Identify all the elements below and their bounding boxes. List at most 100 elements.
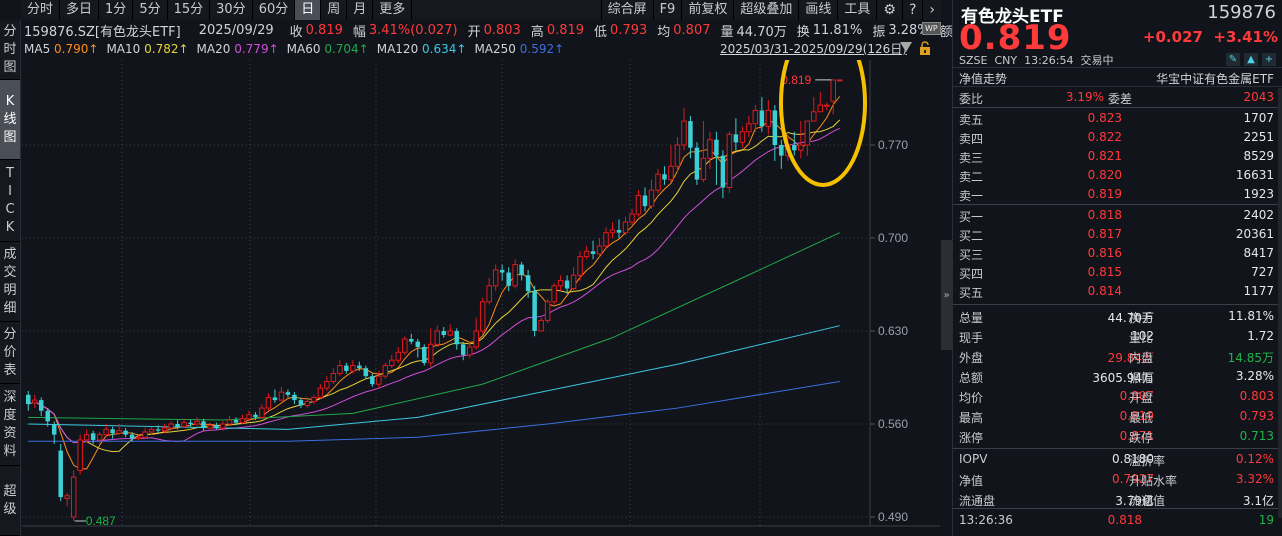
stat-value: 102 <box>1131 329 1154 343</box>
stat-value: 29.84万 <box>1107 351 1154 365</box>
last-price: 0.819 <box>959 18 1072 58</box>
gear-icon[interactable]: ⚙ <box>876 0 902 20</box>
stat-label: 最高 <box>959 411 984 425</box>
tool-button-0[interactable]: 综合屏 <box>600 0 653 20</box>
level-label: 卖五 <box>959 113 984 127</box>
stat-value: 0.803 <box>1239 389 1274 403</box>
ask-row[interactable]: 卖四 0.822 2251 <box>953 128 1282 148</box>
period-tab-6[interactable]: 60分 <box>253 0 296 20</box>
stat-value: 0.793 <box>1239 409 1274 423</box>
market-meta: SZSE CNY 13:26:54 交易中 <box>959 52 1114 68</box>
side-tab-0[interactable]: 分时图 <box>0 20 20 80</box>
tool-button-1[interactable]: F9 <box>652 0 682 20</box>
svg-text:0.560: 0.560 <box>878 417 908 431</box>
period-tab-3[interactable]: 5分 <box>133 0 168 20</box>
tool-button-2[interactable]: 前复权 <box>681 0 733 20</box>
period-tab-4[interactable]: 15分 <box>168 0 211 20</box>
panel-scrollbar[interactable] <box>1278 88 1282 518</box>
wp-icon[interactable]: WP <box>922 22 941 35</box>
security-name: 有色龙头ETF <box>961 7 1064 27</box>
side-tab-5[interactable]: 深度资料 <box>0 384 20 466</box>
level-volume: 8417 <box>1243 246 1274 260</box>
stat-value: 14.85万 <box>1227 351 1274 365</box>
stat-value: 0.7927 <box>1112 472 1154 486</box>
level-volume: 2402 <box>1243 208 1274 222</box>
vol-label: 量 <box>720 25 734 40</box>
etf-row: IOPV 0.8180 溢折率 0.12% <box>953 450 1282 470</box>
period-tab-1[interactable]: 多日 <box>60 0 100 20</box>
date-range[interactable]: 2025/03/31-2025/09/29(126日) <box>720 42 907 56</box>
ask-row[interactable]: 卖二 0.820 16631 <box>953 166 1282 186</box>
bid-row[interactable]: 买一 0.818 2402 <box>953 206 1282 226</box>
level-label: 买二 <box>959 229 984 243</box>
side-tab-6[interactable]: 超级 <box>0 466 20 536</box>
quote-time: 13:26:54 <box>1024 54 1074 67</box>
stat-value: 3.79亿 <box>1115 494 1154 508</box>
period-tab-2[interactable]: 1分 <box>99 0 134 20</box>
level-price: 0.815 <box>1087 265 1122 279</box>
ask-row[interactable]: 卖一 0.819 1923 <box>953 185 1282 205</box>
level-price: 0.822 <box>1087 130 1122 144</box>
ma-legend: MA5 0.790↑ MA10 0.782↑ MA20 0.779↑ MA60 0.7… <box>24 40 572 58</box>
tool-button-5[interactable]: 工具 <box>837 0 876 20</box>
level-volume: 2251 <box>1243 130 1274 144</box>
avg-label: 均 <box>657 25 671 40</box>
bid-row[interactable]: 买四 0.815 727 <box>953 263 1282 283</box>
stat-label: 外盘 <box>959 351 984 365</box>
svg-text:0.770: 0.770 <box>878 138 908 152</box>
stat-label: 振幅 <box>1129 371 1154 385</box>
level-price: 0.821 <box>1087 149 1122 163</box>
stat-label: 升贴水率 <box>1129 474 1178 488</box>
exchange: SZSE <box>959 54 988 67</box>
stat-label: 总额 <box>959 371 984 385</box>
level-price: 0.818 <box>1087 208 1122 222</box>
side-tab-3[interactable]: 成交明细 <box>0 242 20 322</box>
tick-price: 0.818 <box>1107 513 1142 527</box>
range-dropdown-icon[interactable] <box>900 42 912 52</box>
bid-row[interactable]: 买二 0.817 20361 <box>953 225 1282 245</box>
stat-row: 均价 0.807 开盘 0.803 <box>953 387 1282 407</box>
add-icon[interactable]: + <box>1262 53 1276 66</box>
period-tab-9[interactable]: 月 <box>347 0 374 20</box>
period-tab-0[interactable]: 分时 <box>21 0 61 20</box>
period-tab-5[interactable]: 30分 <box>210 0 253 20</box>
nav-trend-link[interactable]: 净值走势 <box>959 72 1008 86</box>
chevron-right-icon[interactable]: › <box>922 0 941 20</box>
level-label: 买四 <box>959 267 984 281</box>
help-icon[interactable]: ? <box>901 0 922 20</box>
lock-icon[interactable] <box>920 41 930 55</box>
tool-button-4[interactable]: 画线 <box>798 0 837 20</box>
candle-info-row: 159876.SZ[有色龙头ETF] 2025/09/29 收 0.819 幅 3.… <box>24 21 953 40</box>
expand-panel-button[interactable]: » <box>941 240 952 350</box>
bid-row[interactable]: 买五 0.814 1177 <box>953 282 1282 302</box>
tick-volume: 19 <box>1258 513 1274 527</box>
level-price: 0.817 <box>1087 227 1122 241</box>
side-tab-4[interactable]: 分价表 <box>0 322 20 384</box>
change-pct: +3.41% <box>1213 28 1278 46</box>
currency: CNY <box>994 54 1018 67</box>
bid-row[interactable]: 买三 0.816 8417 <box>953 244 1282 264</box>
stat-row: 现手 102 量比 1.72 <box>953 327 1282 347</box>
svg-text:0.490: 0.490 <box>878 510 908 524</box>
level-price: 0.820 <box>1087 168 1122 182</box>
edit-icon[interactable]: ✎ <box>1226 53 1240 66</box>
level-label: 卖一 <box>959 189 984 203</box>
period-tab-7[interactable]: 日 <box>295 0 322 20</box>
ask-row[interactable]: 卖五 0.823 1707 <box>953 109 1282 129</box>
tool-button-3[interactable]: 超级叠加 <box>733 0 798 20</box>
kline-chart[interactable]: 0.770 0.700 0.630 0.560 0.490 0.819 0.487 <box>22 60 940 536</box>
etf-row: 净值 0.7927 升贴水率 3.32% <box>953 470 1282 490</box>
level-volume: 1707 <box>1243 111 1274 125</box>
fund-name: 华宝中证有色金属ETF <box>1156 72 1274 86</box>
level-volume: 1923 <box>1243 187 1274 201</box>
ask-row[interactable]: 卖三 0.821 8529 <box>953 147 1282 167</box>
stat-label: 流通盘 <box>959 494 996 508</box>
period-tab-10[interactable]: 更多 <box>373 0 413 20</box>
amt-label: 额 <box>939 25 953 40</box>
stat-row: 总额 3605.94万 振幅 3.28% <box>953 367 1282 387</box>
period-tab-8[interactable]: 周 <box>321 0 348 20</box>
bell-icon[interactable]: ▲ <box>1244 53 1258 66</box>
tick-row: 13:26:36 0.818 19 <box>953 511 1282 531</box>
